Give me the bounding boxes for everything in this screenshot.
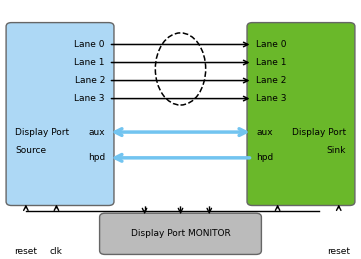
Text: Sink: Sink — [327, 146, 346, 155]
Text: Lane 3: Lane 3 — [256, 94, 287, 103]
Text: hpd: hpd — [256, 153, 273, 162]
Text: aux: aux — [88, 128, 105, 136]
Text: reset: reset — [14, 247, 38, 256]
Text: reset: reset — [327, 247, 350, 256]
Text: Lane 2: Lane 2 — [75, 76, 105, 85]
Text: hpd: hpd — [88, 153, 105, 162]
Text: Lane 0: Lane 0 — [74, 40, 105, 49]
Text: Display Port: Display Port — [292, 128, 346, 136]
FancyBboxPatch shape — [6, 23, 114, 205]
FancyBboxPatch shape — [247, 23, 355, 205]
Text: Lane 2: Lane 2 — [256, 76, 286, 85]
Text: Lane 1: Lane 1 — [74, 58, 105, 67]
Text: aux: aux — [256, 128, 273, 136]
Text: Display Port: Display Port — [15, 128, 69, 136]
Text: Lane 1: Lane 1 — [256, 58, 287, 67]
Text: Lane 3: Lane 3 — [74, 94, 105, 103]
Text: Lane 0: Lane 0 — [256, 40, 287, 49]
Text: clk: clk — [50, 247, 63, 256]
Text: Display Port MONITOR: Display Port MONITOR — [131, 229, 230, 238]
FancyBboxPatch shape — [100, 213, 261, 254]
Text: Source: Source — [15, 146, 46, 155]
